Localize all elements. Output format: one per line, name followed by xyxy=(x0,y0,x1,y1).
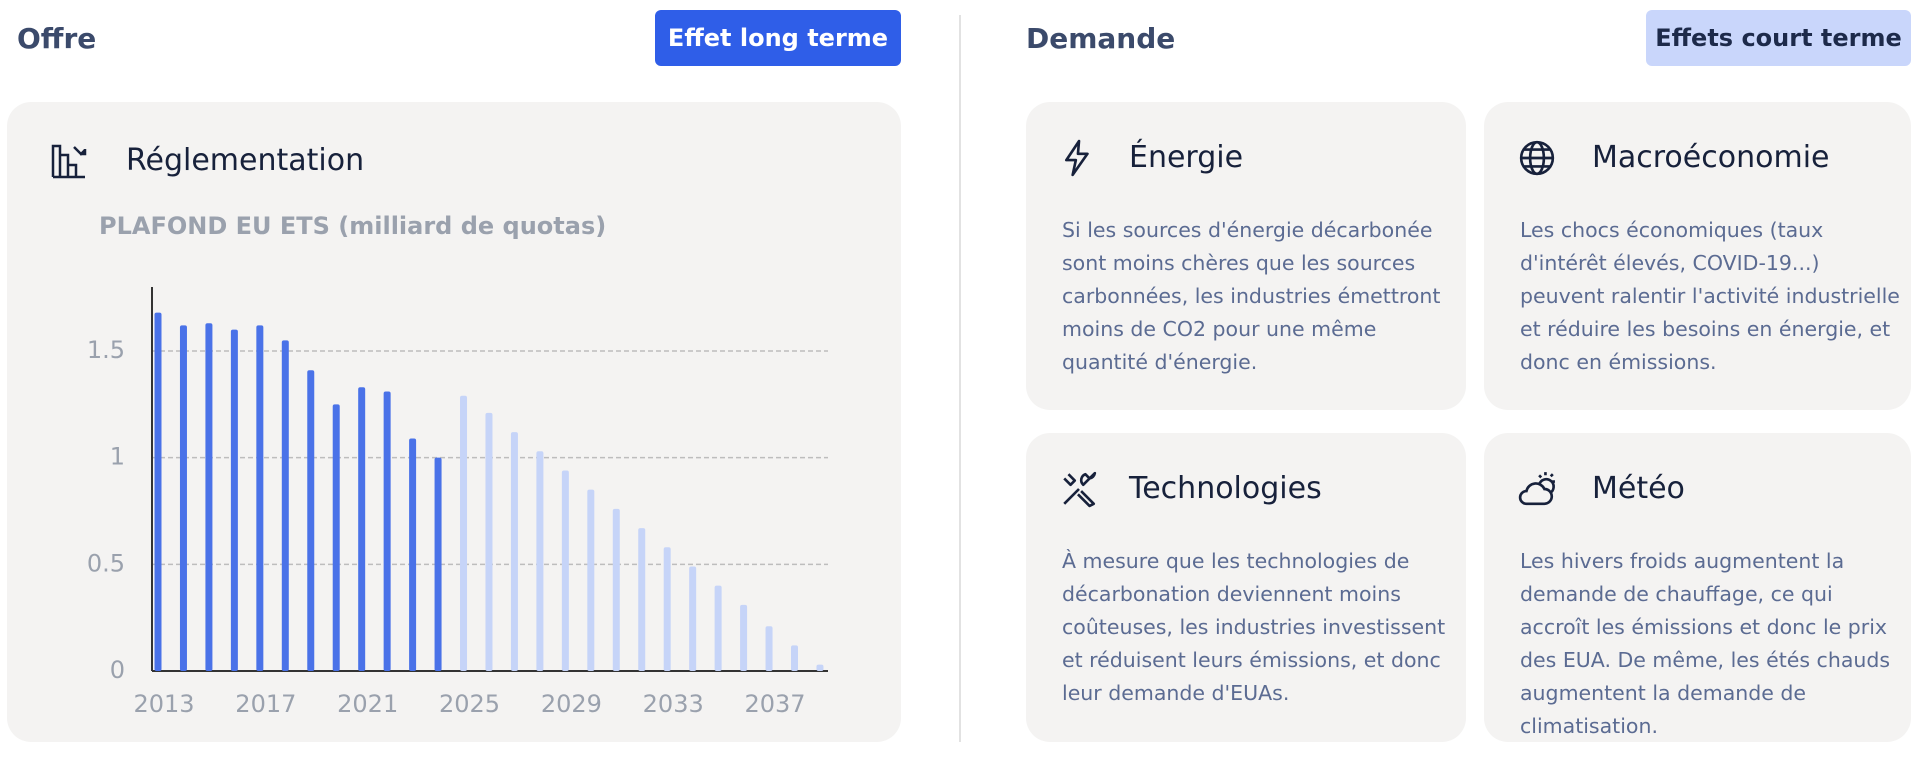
card xyxy=(1026,102,1466,410)
x-tick-label: 2037 xyxy=(745,690,806,718)
x-tick-label: 2017 xyxy=(235,690,296,718)
card-title: Technologies xyxy=(1129,471,1322,506)
y-tick-label: 0 xyxy=(110,656,125,684)
bar xyxy=(358,387,366,671)
section-title: Demande xyxy=(1026,22,1176,55)
chart-title: PLAFOND EU ETS (milliard de quotas) xyxy=(99,212,606,240)
bar xyxy=(230,329,238,671)
x-tick-label: 2025 xyxy=(439,690,500,718)
bar xyxy=(740,604,748,671)
tab-button[interactable]: Effet long terme xyxy=(655,10,901,66)
bar xyxy=(689,566,697,671)
card-title: Énergie xyxy=(1129,140,1244,175)
bar xyxy=(536,451,544,671)
y-tick-label: 1.5 xyxy=(87,336,125,364)
card-title: Macroéconomie xyxy=(1592,140,1830,175)
card-title: Réglementation xyxy=(126,143,365,178)
bar xyxy=(663,547,671,671)
card xyxy=(1026,433,1466,742)
y-tick-label: 1 xyxy=(110,443,125,471)
x-tick-label: 2013 xyxy=(133,690,194,718)
card-text: À mesure que les technologies de décarbo… xyxy=(1062,549,1446,705)
x-tick-label: 2033 xyxy=(643,690,704,718)
x-tick-label: 2029 xyxy=(541,690,602,718)
bar xyxy=(205,323,213,671)
bar xyxy=(765,626,773,671)
icon xyxy=(1518,472,1555,506)
card-title: Météo xyxy=(1592,471,1685,506)
bar xyxy=(561,470,569,671)
bar xyxy=(460,395,468,671)
bar xyxy=(510,432,518,671)
icon xyxy=(1519,140,1555,176)
card-text: Si les sources d'énergie décarbonée sont… xyxy=(1062,218,1441,374)
bar xyxy=(154,312,162,671)
bar xyxy=(179,325,187,671)
bar xyxy=(791,645,798,671)
card xyxy=(1484,433,1911,742)
bar xyxy=(638,528,646,671)
bar xyxy=(332,404,340,671)
card-text: Les hivers froids augmentent la demande … xyxy=(1520,549,1891,738)
bar xyxy=(256,325,264,671)
bar xyxy=(587,489,595,671)
bar xyxy=(485,412,493,671)
icon xyxy=(1063,471,1097,508)
icon xyxy=(51,144,87,179)
chart: PLAFOND EU ETS (milliard de quotas) 0 0.5… xyxy=(87,212,828,718)
card-text: Les chocs économiques (taux d'intérêt él… xyxy=(1520,218,1900,374)
bar xyxy=(281,340,289,671)
y-tick-label: 0.5 xyxy=(87,549,125,577)
bar xyxy=(409,438,417,671)
divider xyxy=(959,15,961,742)
bar xyxy=(383,391,391,671)
section-title: Offre xyxy=(17,22,97,55)
bar xyxy=(816,664,824,671)
bar xyxy=(714,585,722,671)
x-tick-label: 2021 xyxy=(337,690,398,718)
icon xyxy=(1065,139,1089,177)
tab-button[interactable]: Effets court terme xyxy=(1646,10,1911,66)
bar xyxy=(307,370,315,671)
card xyxy=(1484,102,1911,410)
bar xyxy=(434,457,442,671)
bar xyxy=(612,508,620,671)
